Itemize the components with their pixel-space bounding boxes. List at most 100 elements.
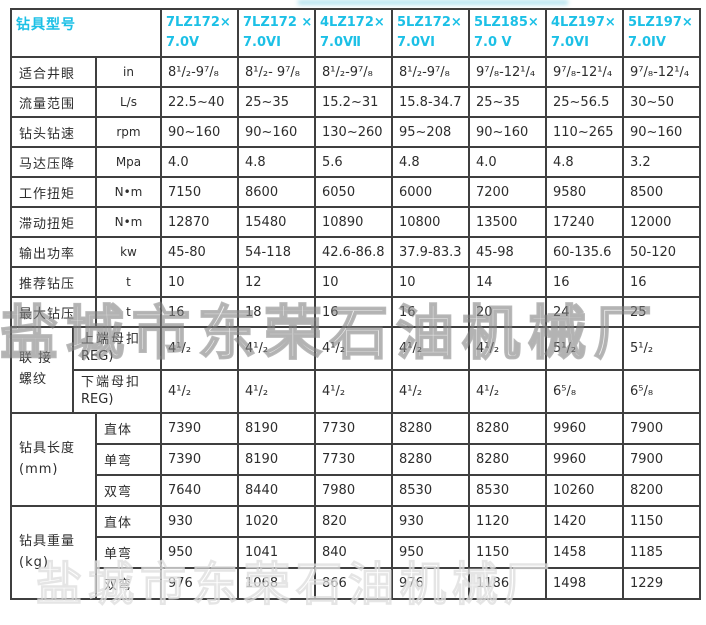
section-value: 8440 — [237, 474, 316, 507]
table-row: 单弯 7390 8190 7730 8280 8280 9960 7900 — [11, 443, 701, 476]
thread-value: 4¹/₂ — [468, 326, 547, 371]
spec-value: 95~208 — [391, 116, 470, 148]
spec-value: 10890 — [314, 206, 393, 238]
table-row: 适合井眼 in 8¹/₂-9⁷/₈ 8¹/₂- 9⁷/₈ 8¹/₂-9⁷/₈ 8¹/₂-9… — [10, 56, 701, 88]
spec-value: 6050 — [314, 176, 393, 208]
section-value: 840 — [314, 536, 393, 569]
body-type-label: 直体 — [95, 505, 162, 538]
row-label: 钻头钻速 — [10, 116, 97, 148]
table-row: 钻具重量 (kg) 直体 930 1020 820 930 1120 1420 1150 — [10, 505, 701, 600]
table-row: 钻具型号 7LZ172× 7.0V 7LZ172 × 7.0VI 4LZ172× 7.0Ⅶ 5… — [10, 8, 701, 58]
spec-value: 22.5~40 — [160, 86, 239, 118]
thread-value: 4¹/₂ — [391, 369, 470, 414]
section-value: 8280 — [391, 443, 470, 476]
spec-value: 45-80 — [160, 236, 239, 268]
spec-value: 8600 — [237, 176, 316, 208]
spec-value: 4.0 — [160, 146, 239, 178]
section-value: 866 — [314, 567, 393, 600]
spec-value: 15480 — [237, 206, 316, 238]
section-value: 7640 — [160, 474, 239, 507]
thread-value: 5¹/₂ — [545, 326, 624, 371]
row-label: 最大钻压 — [10, 296, 97, 328]
spec-value: 15.8-34.7 — [391, 86, 470, 118]
thread-value: 4¹/₂ — [160, 369, 239, 414]
section-value: 8190 — [237, 443, 316, 476]
spec-value: 10 — [160, 266, 239, 298]
thread-value: 4¹/₂ — [237, 326, 316, 371]
spec-value: 14 — [468, 266, 547, 298]
spec-value: 9580 — [545, 176, 624, 208]
spec-value: 16 — [160, 296, 239, 328]
cropped-text-artifact — [298, 0, 568, 5]
spec-value: 16 — [391, 296, 470, 328]
spec-value: 4.8 — [237, 146, 316, 178]
spec-value: 45-98 — [468, 236, 547, 268]
section-value: 1068 — [237, 567, 316, 600]
spec-value: 25 — [622, 296, 701, 328]
spec-value: 10 — [391, 266, 470, 298]
spec-value: 6000 — [391, 176, 470, 208]
section-value: 7900 — [622, 443, 701, 476]
model-header: 5LZ185× 7.0 V — [468, 8, 547, 58]
model-header: 7LZ172× 7.0V — [160, 8, 239, 58]
section-value: 1420 — [545, 505, 624, 538]
section-value: 1185 — [622, 536, 701, 569]
section-value: 8280 — [391, 412, 470, 445]
thread-sub-label: 上端母扣 REG) — [72, 326, 162, 371]
thread-value: 4¹/₂ — [314, 326, 393, 371]
thread-sub-label: 下端母扣 REG) — [72, 369, 162, 414]
spec-value: 18 — [237, 296, 316, 328]
table-row: 钻具长度 (mm) 直体 7390 8190 7730 8280 8280 9960 7900 — [10, 412, 701, 507]
unit-cell: kw — [95, 236, 162, 268]
unit-cell: t — [95, 296, 162, 328]
spec-value: 4.0 — [468, 146, 547, 178]
table-row: 下端母扣 REG) 4¹/₂ 4¹/₂ 4¹/₂ 4¹/₂ 4¹/₂ 6⁵/₈ 6⁵/₈ — [11, 369, 701, 414]
table-row: 流量范围 L/s 22.5~40 25~35 15.2~31 15.8-34.7 25~35… — [10, 86, 701, 118]
spec-value: 90~160 — [237, 116, 316, 148]
spec-value: 10800 — [391, 206, 470, 238]
row-label: 推荐钻压 — [10, 266, 97, 298]
model-header: 4LZ197× 7.0VI — [545, 8, 624, 58]
table-row: 双弯 976 1068 866 976 1186 1498 1229 — [11, 567, 701, 600]
table-title: 钻具型号 — [10, 8, 162, 58]
spec-value: 4.8 — [391, 146, 470, 178]
thread-value: 4¹/₂ — [237, 369, 316, 414]
spec-value: 25~56.5 — [545, 86, 624, 118]
spec-value: 20 — [468, 296, 547, 328]
section-value: 1498 — [545, 567, 624, 600]
spec-value: 7200 — [468, 176, 547, 208]
table-row: 联 接螺纹 上端母扣 REG) 4¹/₂ 4¹/₂ 4¹/₂ 4¹/₂ 4¹/₂ 5¹/₂ 5¹/… — [10, 326, 701, 414]
section-value: 7390 — [160, 412, 239, 445]
thread-value: 4¹/₂ — [314, 369, 393, 414]
section-group-label: 钻具长度 (mm) — [10, 412, 97, 507]
section-value: 9960 — [545, 443, 624, 476]
row-label: 输出功率 — [10, 236, 97, 268]
spec-value: 16 — [545, 266, 624, 298]
section-value: 930 — [391, 505, 470, 538]
section-value: 7730 — [314, 412, 393, 445]
section-value: 1186 — [468, 567, 547, 600]
body-type-label: 直体 — [95, 412, 162, 445]
model-header: 4LZ172× 7.0Ⅶ — [314, 8, 393, 58]
spec-value: 9⁷/₈-12¹/₄ — [468, 56, 547, 88]
body-type-label: 双弯 — [95, 567, 162, 600]
spec-value: 60-135.6 — [545, 236, 624, 268]
section-value: 7730 — [314, 443, 393, 476]
unit-cell: Mpa — [95, 146, 162, 178]
unit-cell: t — [95, 266, 162, 298]
table-row: 单弯 950 1041 840 950 1150 1458 1185 — [11, 536, 701, 569]
spec-value: 24 — [545, 296, 624, 328]
section-value: 950 — [391, 536, 470, 569]
spec-value: 30~50 — [622, 86, 701, 118]
unit-cell: N•m — [95, 206, 162, 238]
section-value: 1120 — [468, 505, 547, 538]
spec-value: 90~160 — [622, 116, 701, 148]
spec-value: 90~160 — [468, 116, 547, 148]
spec-value: 17240 — [545, 206, 624, 238]
section-value: 7390 — [160, 443, 239, 476]
section-value: 8530 — [468, 474, 547, 507]
thread-value: 4¹/₂ — [468, 369, 547, 414]
section-group-label: 钻具重量 (kg) — [10, 505, 97, 600]
unit-cell: N•m — [95, 176, 162, 208]
table-row: 工作扭矩 N•m 7150 8600 6050 6000 7200 9580 8500 — [10, 176, 701, 208]
